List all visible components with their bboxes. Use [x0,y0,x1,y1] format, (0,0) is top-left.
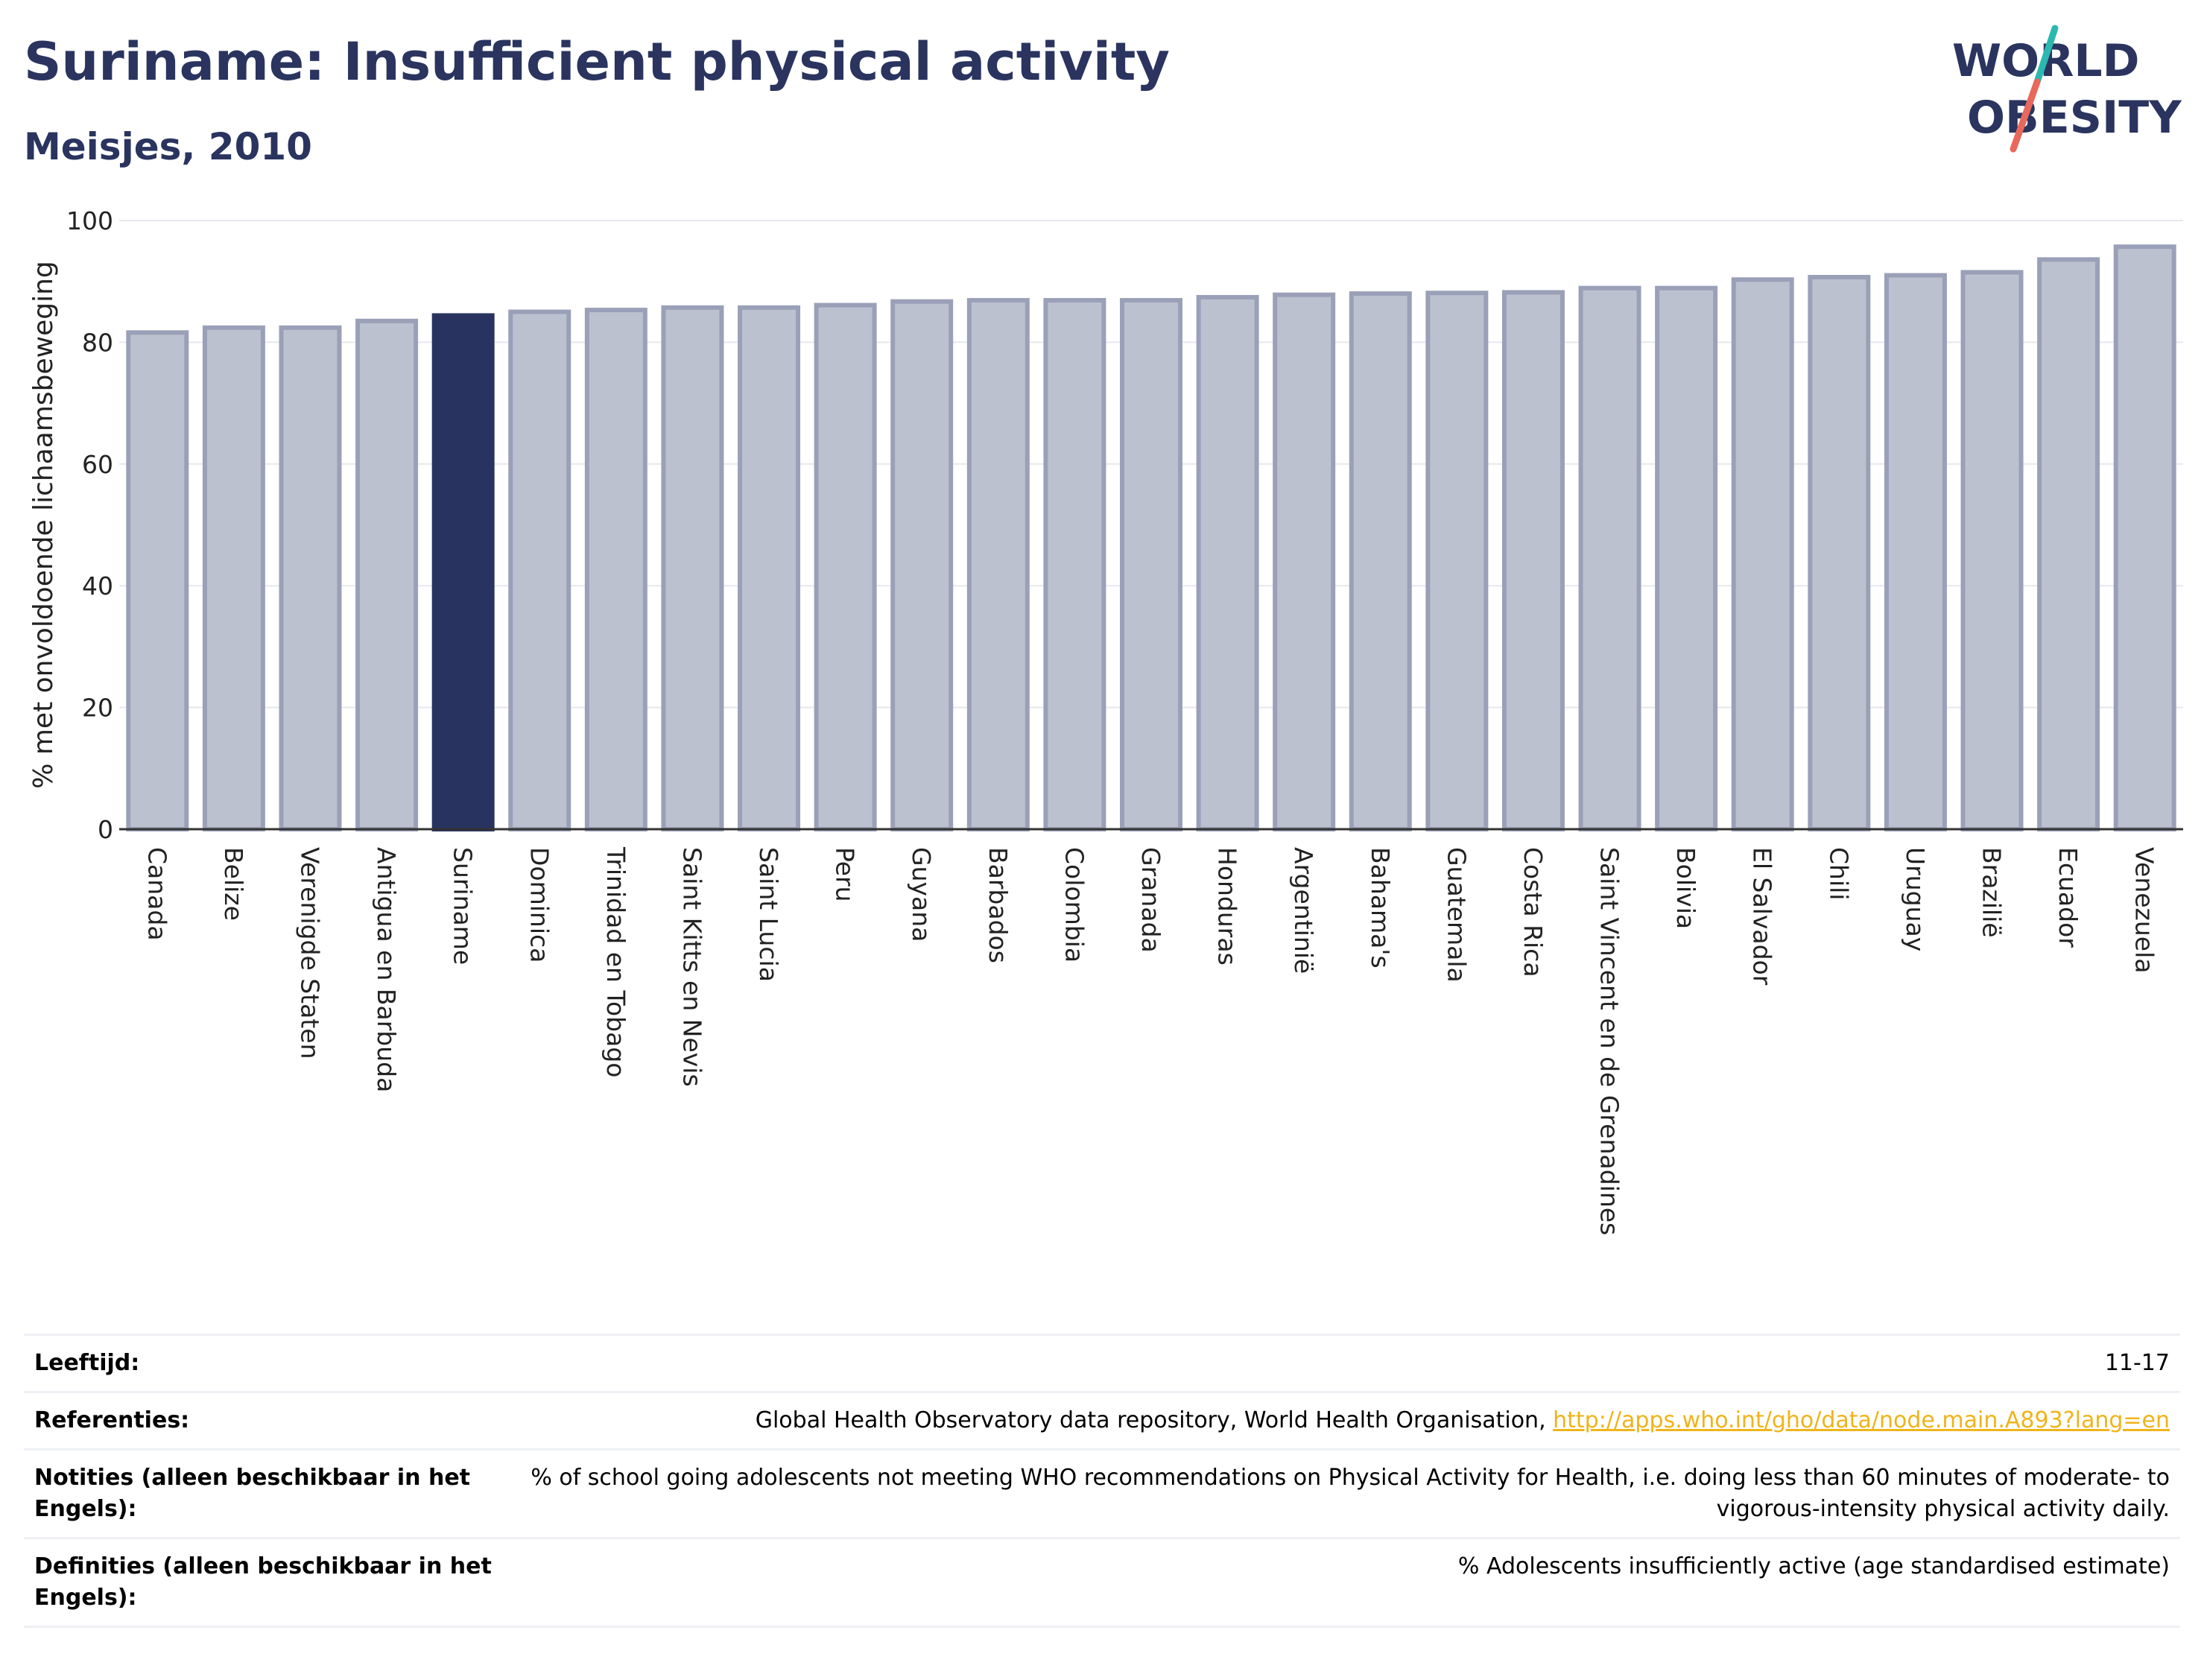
x-tick-label: Colombia [1060,847,1089,963]
x-tick-label: Venezuela [2130,847,2159,973]
meta-label-age: Leeftijd: [34,1350,140,1376]
bar-bolivia [1655,285,1718,831]
logo-slash-coral [2010,78,2041,153]
bar-honduras [1196,294,1259,831]
y-tick-label: 100 [66,206,113,235]
meta-row-references: Referenties: Global Health Observatory d… [24,1391,2180,1448]
bar-saint-vincent-en-de-grenadines [1578,285,1641,831]
bar-barbados [966,298,1030,832]
x-tick-label: Guyana [907,847,936,942]
bar-trinidad-en-tobago [584,308,647,831]
meta-row-notes: Notities (alleen beschikbaar in het Enge… [24,1448,2180,1537]
meta-label-definitions: Definities (alleen beschikbaar in het En… [34,1553,492,1611]
x-tick-label: Suriname [449,847,478,965]
bar-peru [814,302,877,831]
bars [126,244,2176,832]
meta-row-age: Leeftijd: 11-17 [24,1334,2180,1391]
x-tick-label: Saint Vincent en de Grenadines [1595,847,1624,1235]
x-tick-label: Chili [1824,847,1853,900]
x-tick-label: Guatemala [1442,847,1471,983]
logo-slash-teal [2033,25,2059,86]
meta-label-notes: Notities (alleen beschikbaar in het Enge… [34,1465,471,1522]
meta-value-age: 11-17 [2104,1350,2170,1376]
references-text: Global Health Observatory data repositor… [755,1407,1554,1433]
bar-saint-kitts-en-nevis [661,305,724,831]
x-tick-label: Saint Kitts en Nevis [677,847,706,1087]
bar-saint-lucia [738,305,801,831]
chart-subtitle: Meisjes, 2010 [24,125,312,168]
bar-guyana [890,299,954,831]
bar-bahama-s [1349,291,1412,832]
x-tick-label: Ecuador [2053,847,2083,948]
x-tick-label: Peru [831,847,860,902]
bar-guatemala [1425,291,1489,831]
bar-chili [1808,274,1871,831]
meta-value-references: Global Health Observatory data repositor… [511,1405,2170,1436]
y-axis-label: % met onvoldoende lichaamsbeweging [28,261,59,789]
bar-belize [202,325,265,831]
x-tick-label: Antigua en Barbuda [372,847,401,1092]
y-tick-label: 80 [82,328,113,357]
bar-canada [126,330,189,831]
x-axis-labels: Canada Belize Verenigde Staten Antigua en B… [142,846,2159,1235]
y-axis-ticks: 0 20 40 60 80 100 [66,206,113,844]
bar-argentini- [1273,292,1336,831]
bar-brazili- [1960,270,2024,831]
x-tick-label: Argentinië [1289,847,1318,974]
meta-label-references: Referenties: [34,1407,190,1433]
bar-chart: 0 20 40 60 80 100 Canada Belize Verenigde State… [28,206,2183,1235]
bar-el-salvador [1731,277,1794,831]
x-tick-label: Bahama's [1366,847,1395,969]
x-tick-label: Dominica [525,847,554,963]
x-tick-label: Honduras [1213,847,1242,966]
x-tick-label: Saint Lucia [754,847,783,982]
x-tick-label: Bolivia [1671,847,1700,929]
x-tick-label: Costa Rica [1519,847,1548,977]
bar-venezuela [2113,244,2176,832]
chart-title: Suriname: Insufficient physical activity [24,31,1170,92]
logo-text-obesity: OBESITY [1967,92,2182,144]
bar-costa-rica [1501,290,1565,831]
x-tick-label: Canada [142,847,171,941]
meta-row-definitions: Definities (alleen beschikbaar in het En… [24,1537,2180,1628]
y-tick-label: 60 [82,450,113,479]
bar-uruguay [1884,273,1947,831]
bar-colombia [1043,298,1106,832]
bar-granada [1120,298,1182,832]
x-tick-label: Barbados [984,847,1013,963]
meta-value-notes: % of school going adolescents not meetin… [531,1465,2170,1522]
x-tick-label: El Salvador [1748,847,1777,986]
bar-verenigde-staten [279,325,342,831]
meta-value-definitions: % Adolescents insufficiently active (age… [1457,1553,2170,1579]
bar-dominica [508,309,571,831]
y-tick-label: 0 [98,815,113,844]
x-tick-label: Belize [219,847,248,921]
x-tick-label: Trinidad en Tobago [601,846,630,1078]
bar-antigua-en-barbuda [355,318,419,831]
metadata-table: Leeftijd: 11-17 Referenties: Global Heal… [24,1334,2180,1628]
y-tick-label: 20 [82,694,113,723]
x-tick-label: Brazilië [1977,847,2007,938]
x-tick-label: Verenigde Staten [295,847,324,1059]
x-tick-label: Granada [1136,847,1165,953]
bar-ecuador [2037,257,2100,831]
x-tick-label: Uruguay [1901,847,1930,951]
references-link[interactable]: http://apps.who.int/gho/data/node.main.A… [1553,1407,2170,1433]
y-tick-label: 40 [82,571,113,600]
bar-suriname [431,313,495,831]
world-obesity-logo: WORLD OBESITY [1952,25,2182,153]
